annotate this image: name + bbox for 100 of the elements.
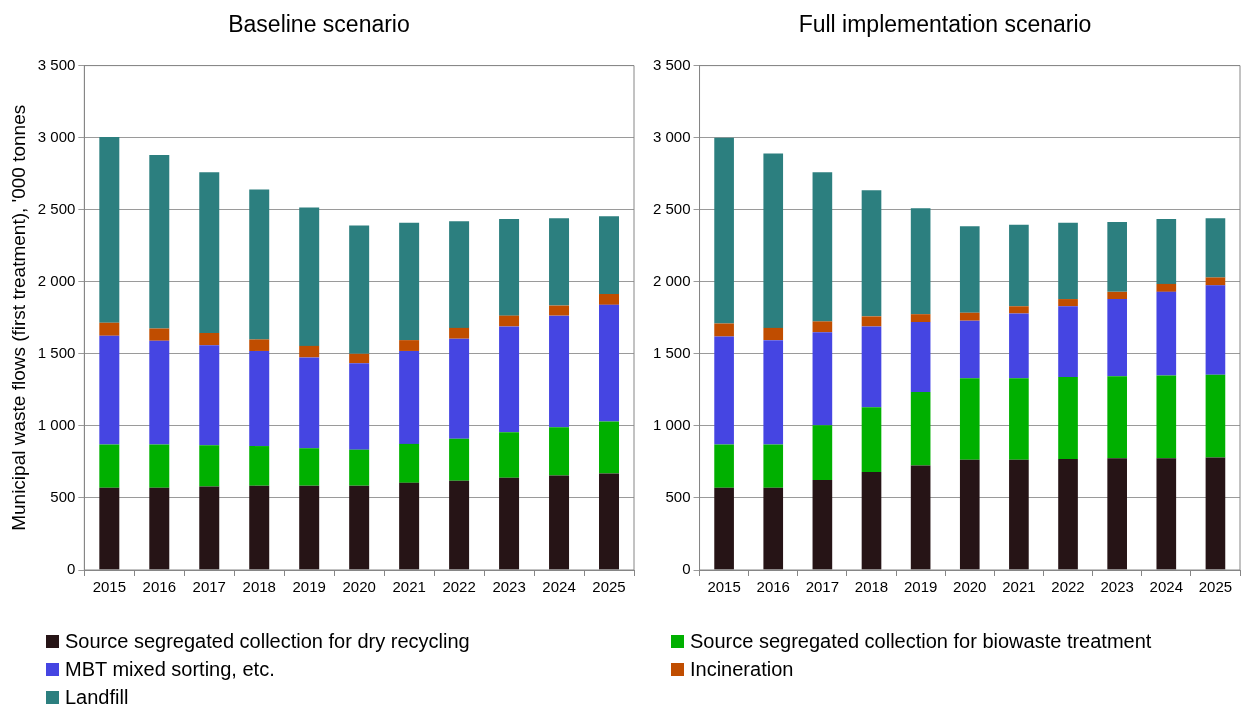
- y-tick-label: 3 000: [652, 127, 691, 145]
- bar: [1058, 306, 1078, 377]
- bar: [249, 339, 270, 351]
- chart-title: Full implementation scenario: [798, 11, 1092, 38]
- bar: [199, 486, 220, 570]
- y-tick-label: 2 500: [37, 199, 76, 217]
- legend-label: Incineration: [690, 657, 794, 681]
- bar: [1058, 459, 1078, 570]
- bar: [149, 328, 170, 341]
- x-tick-label: 2022: [442, 578, 476, 596]
- bar: [499, 432, 520, 478]
- bar: [1107, 458, 1127, 570]
- x-tick-label: 2019: [292, 578, 326, 596]
- bar: [1009, 378, 1029, 460]
- bar: [763, 487, 784, 570]
- bar: [549, 218, 570, 306]
- legend-label: Landfill: [65, 685, 129, 709]
- bar: [149, 487, 170, 570]
- bar: [549, 315, 570, 428]
- bar: [599, 304, 620, 422]
- bar: [599, 473, 620, 570]
- y-tick-label: 1 000: [37, 416, 76, 434]
- bar: [1156, 219, 1177, 284]
- x-tick-label: 2015: [707, 578, 741, 596]
- bar: [349, 225, 370, 354]
- y-tick-label: 3 500: [37, 55, 76, 73]
- bar: [910, 392, 931, 466]
- bar: [249, 189, 270, 340]
- bar: [812, 172, 833, 322]
- bar: [199, 172, 220, 333]
- bar: [812, 321, 833, 333]
- x-tick-label: 2021: [392, 578, 426, 596]
- bar: [1156, 283, 1177, 292]
- bar: [1009, 306, 1029, 314]
- bar: [99, 322, 120, 336]
- bar: [812, 425, 833, 480]
- bar: [249, 446, 270, 486]
- bar: [399, 340, 420, 351]
- x-tick-label: 2017: [192, 578, 226, 596]
- bar: [199, 332, 220, 346]
- bar: [249, 485, 270, 570]
- bar: [861, 190, 882, 317]
- bar: [910, 465, 931, 570]
- bar: [910, 314, 931, 323]
- bar: [1205, 374, 1226, 458]
- bar: [812, 479, 833, 570]
- bar: [763, 444, 784, 488]
- bar: [1009, 459, 1029, 570]
- bar: [959, 320, 980, 379]
- x-tick-label: 2018: [854, 578, 889, 596]
- bar: [549, 427, 570, 476]
- bar: [399, 443, 420, 483]
- bar: [861, 407, 882, 472]
- bar: [763, 327, 784, 341]
- bar: [599, 421, 620, 474]
- bar: [149, 154, 170, 329]
- x-tick-label: 2016: [756, 578, 790, 596]
- bar: [99, 444, 120, 488]
- bar: [599, 294, 620, 305]
- bar: [861, 326, 882, 408]
- bar: [299, 485, 320, 570]
- x-tick-label: 2025: [592, 578, 626, 596]
- x-tick-label: 2015: [92, 578, 127, 596]
- y-tick-label: 2 000: [652, 271, 691, 289]
- bar: [1107, 376, 1127, 459]
- y-axis-title: Municipal waste flows (first treatment), '000 tonnes: [7, 104, 29, 531]
- x-tick-label: 2024: [1149, 578, 1183, 596]
- bar: [449, 438, 470, 481]
- bar: [449, 221, 470, 328]
- bar: [149, 444, 170, 488]
- bar: [199, 445, 220, 487]
- bar: [1156, 375, 1177, 459]
- bar: [861, 472, 882, 570]
- bar: [349, 449, 370, 486]
- bar: [763, 340, 784, 445]
- y-tick-label: 1 500: [652, 343, 691, 361]
- bar: [549, 305, 570, 316]
- y-tick-label: 3 000: [37, 127, 76, 145]
- bar: [349, 353, 370, 364]
- bar: [99, 136, 120, 323]
- bar: [499, 477, 520, 570]
- bar: [1058, 376, 1078, 460]
- x-tick-label: 2023: [1100, 578, 1134, 596]
- legend-label: Source segregated collection for dry recycling: [65, 629, 470, 653]
- legend-label: Source segregated collection for biowaste treatment: [690, 629, 1152, 653]
- bar: [959, 459, 980, 570]
- bar: [449, 480, 470, 570]
- bar: [959, 312, 980, 321]
- bar: [1205, 218, 1226, 278]
- bar: [1205, 285, 1226, 375]
- y-tick-label: 0: [66, 560, 76, 578]
- bar: [714, 336, 734, 445]
- bar: [549, 475, 570, 570]
- bar: [910, 322, 931, 393]
- bar: [599, 216, 620, 295]
- bar: [714, 487, 734, 570]
- bar: [349, 363, 370, 450]
- bar: [399, 350, 420, 444]
- bar: [959, 378, 980, 460]
- y-tick-label: 1 000: [652, 416, 691, 434]
